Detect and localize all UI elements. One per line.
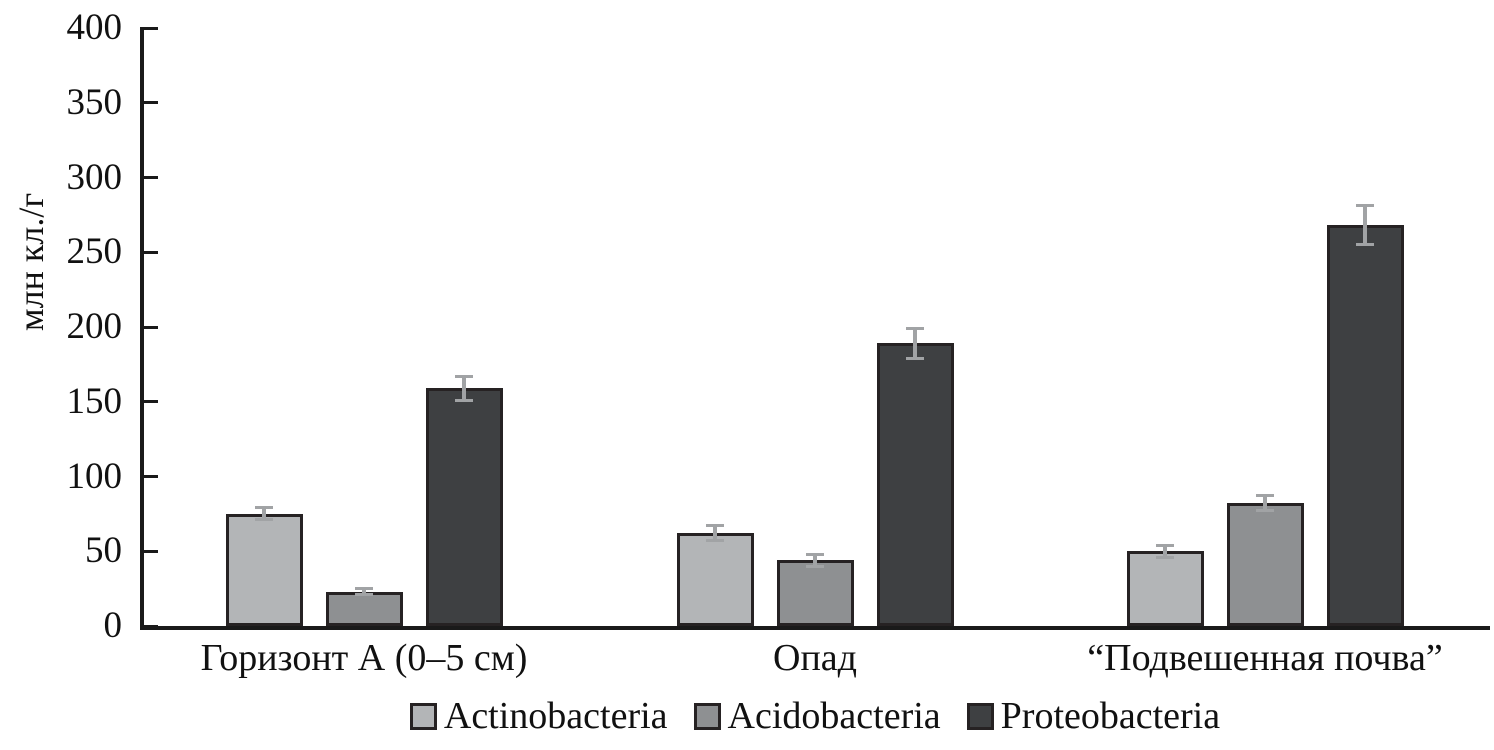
error-bar-cap bbox=[1256, 494, 1274, 498]
legend-swatch-icon bbox=[693, 702, 721, 730]
error-bar-cap bbox=[1156, 555, 1174, 559]
error-bar-cap bbox=[1356, 243, 1374, 247]
error-bar-stem bbox=[362, 588, 366, 595]
bar-actinobacteria-group3 bbox=[1126, 551, 1204, 626]
y-tick-mark bbox=[140, 176, 158, 179]
x-axis-label: Горизонт А (0–5 см) bbox=[200, 637, 528, 679]
y-tick-label: 0 bbox=[103, 605, 123, 646]
y-tick-mark bbox=[140, 250, 158, 254]
error-bar-cap bbox=[906, 327, 924, 330]
error-bar-stem bbox=[262, 507, 266, 520]
error-bar-stem bbox=[913, 328, 917, 359]
y-tick-label: 350 bbox=[66, 81, 123, 123]
legend-swatch-icon bbox=[966, 702, 994, 730]
y-tick-label: 100 bbox=[66, 455, 123, 497]
error-bar-cap bbox=[455, 398, 473, 402]
error-bar-cap bbox=[1256, 509, 1274, 513]
error-bar-cap bbox=[255, 518, 273, 522]
y-tick-label: 250 bbox=[66, 231, 123, 273]
bar-proteobacteria-group3 bbox=[1326, 225, 1404, 626]
error-bar-cap bbox=[706, 524, 724, 528]
error-bar-stem bbox=[1163, 545, 1167, 558]
error-bar-stem bbox=[1263, 495, 1267, 511]
legend-item-proteobacteria: Proteobacteria bbox=[966, 694, 1221, 738]
bar-actinobacteria-group2 bbox=[676, 533, 754, 626]
y-tick-mark bbox=[140, 549, 158, 553]
y-tick-mark bbox=[140, 624, 158, 628]
error-bar-cap bbox=[455, 374, 473, 378]
y-tick-mark bbox=[140, 101, 158, 105]
y-tick-label: 50 bbox=[85, 530, 122, 572]
bar-acidobacteria-group1 bbox=[325, 591, 403, 626]
legend-swatch-icon bbox=[409, 702, 437, 730]
legend: Actinobacteria Acidobacteria Proteobacteri… bbox=[140, 694, 1490, 738]
y-tick-label: 400 bbox=[66, 7, 123, 48]
x-axis-label: “Подвешенная почва” bbox=[1087, 637, 1443, 679]
y-tick-label: 300 bbox=[66, 156, 123, 198]
error-bar-stem bbox=[813, 554, 817, 567]
plot-area: 0 50 100 150 200 250 300 350 400 bbox=[67, 7, 1490, 646]
error-bar-stem bbox=[462, 376, 466, 401]
bar-acidobacteria-group2 bbox=[776, 560, 854, 626]
error-bar-cap bbox=[806, 552, 824, 556]
bar-actinobacteria-group1 bbox=[225, 513, 303, 626]
y-tick-label: 150 bbox=[66, 380, 123, 422]
x-axis-line bbox=[140, 626, 1490, 630]
error-bar-cap bbox=[1356, 204, 1374, 208]
y-axis-line bbox=[140, 28, 144, 630]
error-bar-stem bbox=[1363, 205, 1367, 245]
y-tick-mark bbox=[140, 325, 158, 329]
legend-label: Acidobacteria bbox=[727, 695, 941, 737]
error-bar-cap bbox=[255, 506, 273, 510]
bar-proteobacteria-group1 bbox=[425, 388, 503, 626]
error-bar-cap bbox=[355, 587, 373, 591]
legend-label: Actinobacteria bbox=[443, 695, 668, 737]
y-tick-mark bbox=[140, 475, 158, 478]
error-bar-stem bbox=[713, 525, 717, 541]
error-bar-cap bbox=[355, 593, 373, 597]
legend-item-actinobacteria: Actinobacteria bbox=[409, 694, 668, 738]
y-tick-label: 200 bbox=[66, 306, 123, 347]
error-bar-cap bbox=[906, 356, 924, 360]
y-tick-mark bbox=[140, 26, 158, 30]
bar-acidobacteria-group3 bbox=[1226, 503, 1304, 626]
error-bar-cap bbox=[706, 539, 724, 543]
bar-proteobacteria-group2 bbox=[876, 343, 954, 626]
x-axis-label: Опад bbox=[773, 637, 857, 679]
error-bar-cap bbox=[806, 564, 824, 568]
legend-item-acidobacteria: Acidobacteria bbox=[693, 694, 941, 738]
legend-label: Proteobacteria bbox=[1000, 695, 1221, 737]
error-bar-cap bbox=[1156, 543, 1174, 547]
y-tick-mark bbox=[140, 400, 158, 404]
